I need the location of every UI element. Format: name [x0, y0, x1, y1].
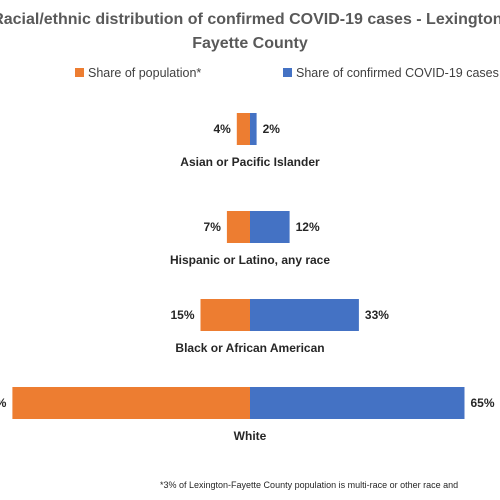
- bar-population-asian-or-pacific-islander: [236, 113, 250, 145]
- legend-swatch-population: [75, 68, 84, 77]
- legend-label-cases: Share of confirmed COVID-19 cases: [296, 66, 499, 80]
- data-label-cases-white: 65%: [471, 396, 495, 410]
- data-label-population-white: 72%: [0, 396, 7, 410]
- data-label-population-hispanic-or-latino-any-race: 7%: [204, 220, 222, 234]
- footnote: *3% of Lexington-Fayette County populati…: [160, 480, 458, 490]
- bar-population-white: [12, 387, 251, 419]
- data-label-population-asian-or-pacific-islander: 4%: [213, 122, 231, 136]
- legend: Share of population* Share of confirmed …: [75, 66, 499, 80]
- chart-title-line-1: Racial/ethnic distribution of confirmed …: [0, 11, 500, 28]
- bar-cases-black-or-african-american: [250, 299, 359, 331]
- data-label-population-black-or-african-american: 15%: [170, 308, 194, 322]
- bar-cases-asian-or-pacific-islander: [250, 113, 257, 145]
- category-label-hispanic-or-latino-any-race: Hispanic or Latino, any race: [170, 253, 330, 267]
- bar-population-hispanic-or-latino-any-race: [226, 211, 250, 243]
- category-label-white: White: [234, 429, 267, 443]
- legend-swatch-cases: [283, 68, 292, 77]
- data-label-cases-asian-or-pacific-islander: 2%: [263, 122, 281, 136]
- bar-population-black-or-african-american: [200, 299, 250, 331]
- bar-cases-hispanic-or-latino-any-race: [250, 211, 290, 243]
- bar-cases-white: [250, 387, 465, 419]
- legend-label-population: Share of population*: [88, 66, 201, 80]
- chart-title-line-2: Fayette County: [192, 35, 308, 52]
- data-label-cases-hispanic-or-latino-any-race: 12%: [296, 220, 320, 234]
- category-label-asian-or-pacific-islander: Asian or Pacific Islander: [180, 155, 320, 169]
- data-label-cases-black-or-african-american: 33%: [365, 308, 389, 322]
- category-label-black-or-african-american: Black or African American: [175, 341, 324, 355]
- plot-area: 4% 2% Asian or Pacific Islander 7% 12% Hispan…: [0, 113, 495, 443]
